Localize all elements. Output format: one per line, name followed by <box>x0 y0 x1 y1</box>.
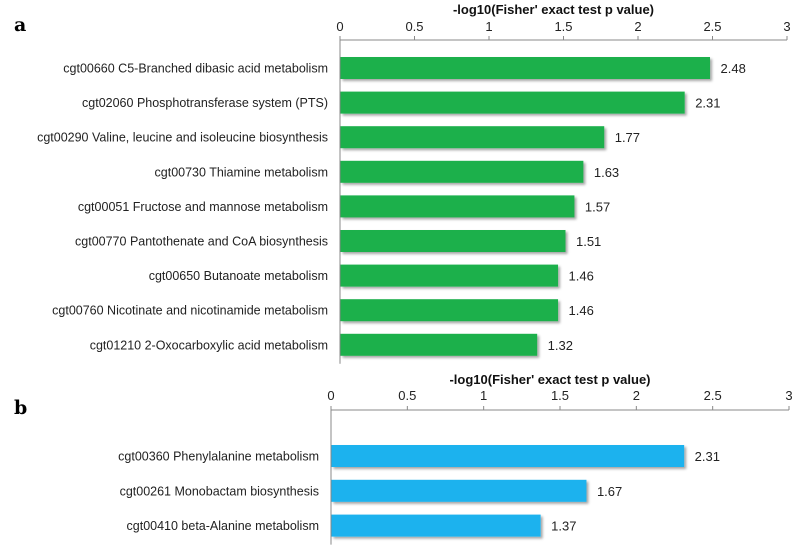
category-label: cgt00770 Pantothenate and CoA biosynthes… <box>75 235 328 249</box>
x-tick-label: 1 <box>480 388 487 403</box>
bar <box>340 57 711 79</box>
bar <box>331 514 541 537</box>
x-tick-label: 0.5 <box>398 388 416 403</box>
value-label: 1.57 <box>585 199 610 214</box>
bar <box>340 333 538 356</box>
value-label: 1.32 <box>548 338 573 353</box>
bar <box>331 445 685 467</box>
value-label: 2.48 <box>721 61 746 76</box>
x-tick-label: 3 <box>783 19 790 34</box>
axis-title: -log10(Fisher' exact test p value) <box>453 2 654 17</box>
bar <box>331 479 587 502</box>
category-label: cgt00410 beta-Alanine metabolism <box>127 519 319 533</box>
x-tick-label: 2 <box>633 388 640 403</box>
x-tick-label: 2.5 <box>703 19 721 34</box>
x-tick-label: 2 <box>634 19 641 34</box>
category-label: cgt00051 Fructose and mannose metabolism <box>78 200 328 214</box>
category-label: cgt00760 Nicotinate and nicotinamide met… <box>52 304 328 318</box>
axis-title: -log10(Fisher' exact test p value) <box>449 372 650 387</box>
bar <box>340 230 566 252</box>
value-label: 1.46 <box>569 303 594 318</box>
category-label: cgt01210 2-Oxocarboxylic acid metabolism <box>90 338 328 352</box>
bar <box>340 160 584 183</box>
value-label: 2.31 <box>695 96 720 111</box>
x-tick-label: 1.5 <box>551 388 569 403</box>
x-tick-label: 3 <box>785 388 792 403</box>
value-label: 1.46 <box>569 269 594 284</box>
x-tick-label: 1.5 <box>554 19 572 34</box>
category-label: cgt00660 C5-Branched dibasic acid metabo… <box>63 62 328 76</box>
x-tick-label: 0.5 <box>405 19 423 34</box>
bar <box>340 91 685 114</box>
value-label: 1.51 <box>576 234 601 249</box>
value-label: 1.37 <box>551 519 576 534</box>
bar <box>340 299 559 322</box>
value-label: 1.67 <box>597 484 622 499</box>
value-label: 1.63 <box>594 165 619 180</box>
bar <box>340 126 605 149</box>
category-label: cgt02060 Phosphotransferase system (PTS) <box>82 96 328 110</box>
category-label: cgt00290 Valine, leucine and isoleucine … <box>37 131 328 145</box>
panel-letter: a <box>14 14 26 36</box>
x-tick-label: 2.5 <box>704 388 722 403</box>
panel-letter: b <box>14 397 27 419</box>
category-label: cgt00730 Thiamine metabolism <box>155 165 328 179</box>
x-tick-label: 0 <box>327 388 334 403</box>
x-tick-label: 0 <box>336 19 343 34</box>
category-label: cgt00261 Monobactam biosynthesis <box>120 484 319 498</box>
bar <box>340 195 575 218</box>
bar <box>340 264 559 287</box>
x-tick-label: 1 <box>485 19 492 34</box>
category-label: cgt00650 Butanoate metabolism <box>149 269 328 283</box>
value-label: 2.31 <box>695 449 720 464</box>
category-label: cgt00360 Phenylalanine metabolism <box>118 450 319 464</box>
value-label: 1.77 <box>615 130 640 145</box>
